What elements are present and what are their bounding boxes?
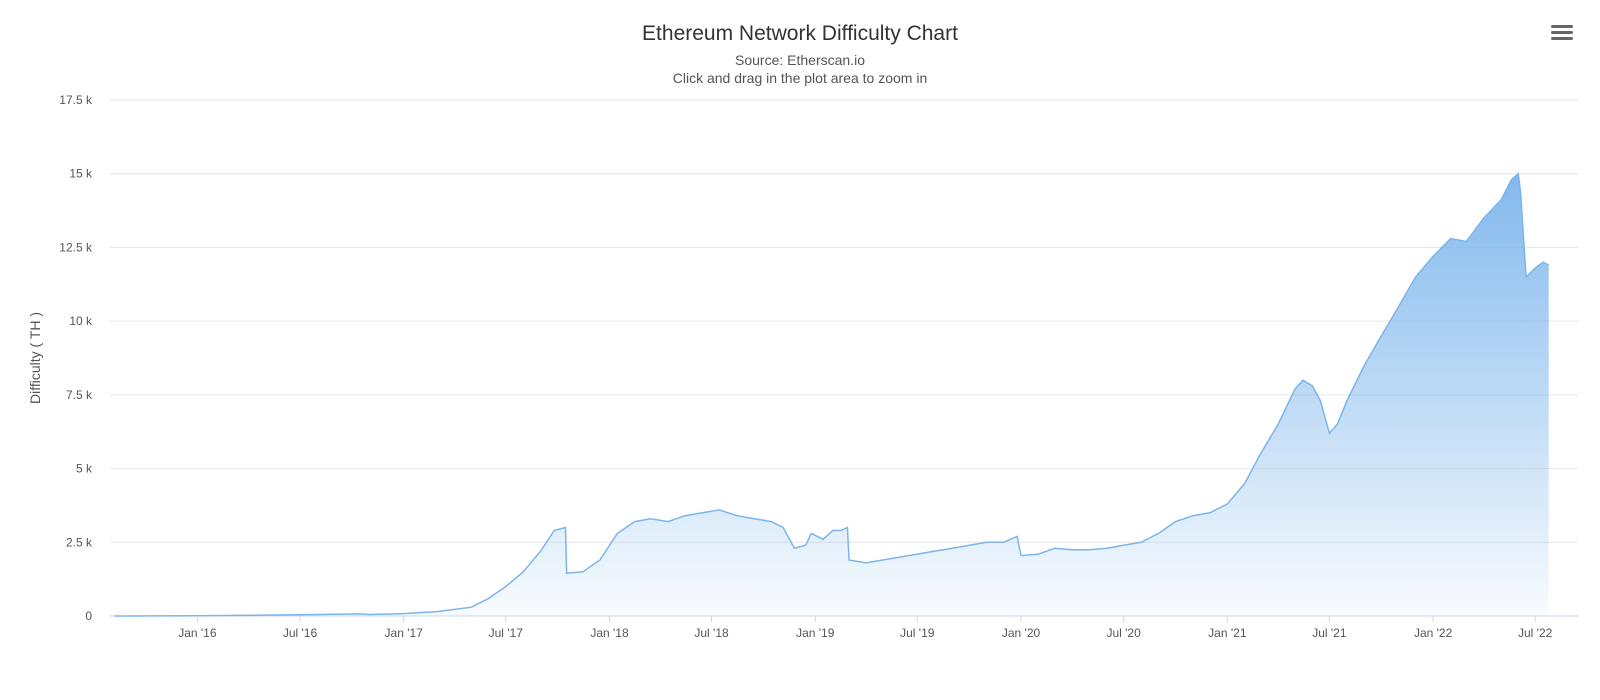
x-tick-label: Jan '19 — [796, 626, 835, 640]
x-tick-label: Jan '17 — [385, 626, 424, 640]
y-tick-label: 2.5 k — [66, 535, 93, 549]
x-tick-label: Jul '19 — [900, 626, 935, 640]
chart-title: Ethereum Network Difficulty Chart — [642, 22, 958, 45]
y-tick-label: 17.5 k — [59, 93, 93, 107]
hamburger-menu-icon-bar — [1551, 31, 1573, 34]
grid-lines — [110, 99, 1578, 617]
y-tick-label: 5 k — [76, 462, 93, 476]
x-tick-label: Jul '16 — [283, 626, 318, 640]
hamburger-menu-icon-bar — [1551, 37, 1573, 40]
x-tick-label: Jul '22 — [1518, 626, 1553, 640]
x-axis-ticks: Jan '16 Jul '16 Jan '17 Jul '17 Jan '18 Jul '… — [178, 616, 1553, 640]
x-tick-label: Jul '21 — [1312, 626, 1347, 640]
x-tick-label: Jul '20 — [1106, 626, 1141, 640]
y-tick-label: 10 k — [69, 314, 93, 328]
series-area[interactable] — [114, 172, 1550, 617]
x-tick-label: Jan '16 — [178, 626, 217, 640]
x-tick-label: Jan '18 — [590, 626, 629, 640]
y-tick-label: 15 k — [69, 167, 93, 181]
chart-subtitle: Source: Etherscan.io — [735, 52, 865, 68]
chart-zoom-hint: Click and drag in the plot area to zoom … — [673, 70, 927, 86]
y-tick-label: 7.5 k — [66, 388, 93, 402]
y-axis-ticks: 0 2.5 k 5 k 7.5 k 10 k 12.5 k 15 k 17.5 k — [59, 93, 93, 623]
difficulty-series-line[interactable] — [114, 172, 1550, 617]
hamburger-menu-icon — [1551, 25, 1573, 28]
x-tick-label: Jan '22 — [1414, 626, 1453, 640]
chart-menu-button[interactable] — [1548, 22, 1576, 48]
difficulty-area-fill[interactable] — [114, 173, 1549, 616]
y-axis-title: Difficulty ( TH ) — [27, 312, 43, 404]
x-tick-label: Jul '18 — [694, 626, 729, 640]
x-tick-label: Jan '20 — [1002, 626, 1041, 640]
x-tick-label: Jan '21 — [1208, 626, 1247, 640]
y-tick-label: 12.5 k — [59, 240, 93, 254]
x-tick-label: Jul '17 — [489, 626, 524, 640]
y-tick-label: 0 — [85, 609, 92, 623]
